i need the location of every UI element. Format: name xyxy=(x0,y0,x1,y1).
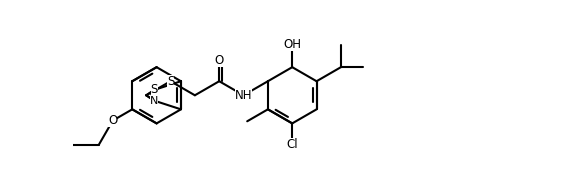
Text: O: O xyxy=(108,114,118,127)
Text: N: N xyxy=(150,96,158,106)
Text: Cl: Cl xyxy=(286,138,298,151)
Text: OH: OH xyxy=(283,38,301,51)
Text: O: O xyxy=(215,54,224,67)
Text: S: S xyxy=(150,83,158,96)
Text: NH: NH xyxy=(235,89,252,102)
Text: S: S xyxy=(167,75,174,88)
